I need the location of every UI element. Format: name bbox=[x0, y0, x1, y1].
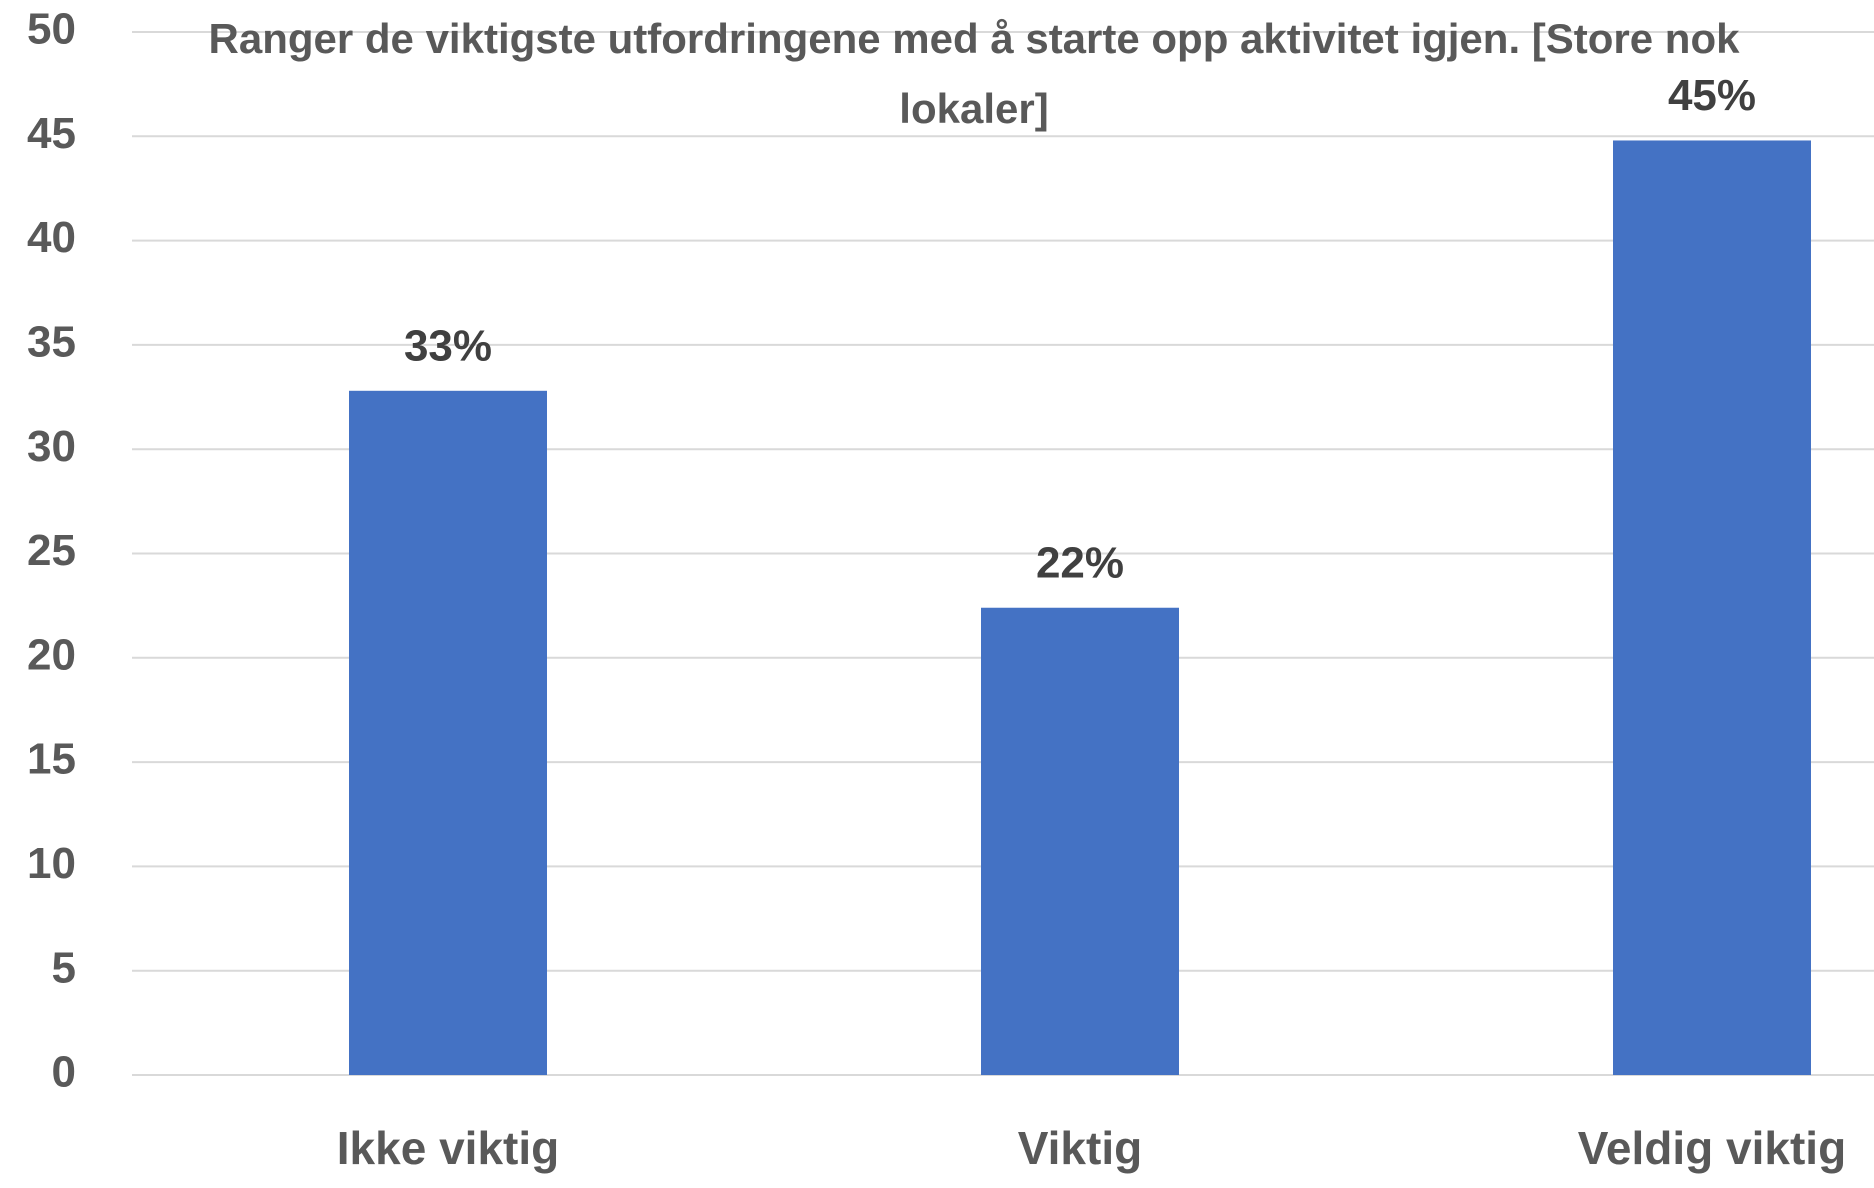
y-tick-label: 40 bbox=[27, 213, 76, 262]
y-tick-label: 25 bbox=[27, 526, 76, 575]
chart-title: Ranger de viktigste utfordringene med å … bbox=[208, 15, 1740, 132]
x-tick-label: Ikke viktig bbox=[337, 1122, 559, 1174]
y-tick-label: 50 bbox=[27, 5, 76, 54]
x-tick-label: Veldig viktig bbox=[1578, 1122, 1846, 1174]
y-tick-label: 35 bbox=[27, 318, 76, 367]
y-tick-label: 5 bbox=[52, 943, 76, 992]
bar bbox=[981, 607, 1179, 1075]
y-tick-label: 0 bbox=[52, 1048, 76, 1097]
bar bbox=[349, 390, 547, 1075]
data-label: 33% bbox=[404, 321, 492, 370]
y-tick-label: 45 bbox=[27, 109, 76, 158]
bar bbox=[1613, 140, 1811, 1076]
x-tick-label: Viktig bbox=[1018, 1122, 1142, 1174]
data-label: 22% bbox=[1036, 538, 1124, 587]
y-tick-label: 30 bbox=[27, 422, 76, 471]
data-label: 45% bbox=[1668, 71, 1756, 120]
y-tick-label: 15 bbox=[27, 735, 76, 784]
y-tick-label: 20 bbox=[27, 630, 76, 679]
y-tick-label: 10 bbox=[27, 839, 76, 888]
